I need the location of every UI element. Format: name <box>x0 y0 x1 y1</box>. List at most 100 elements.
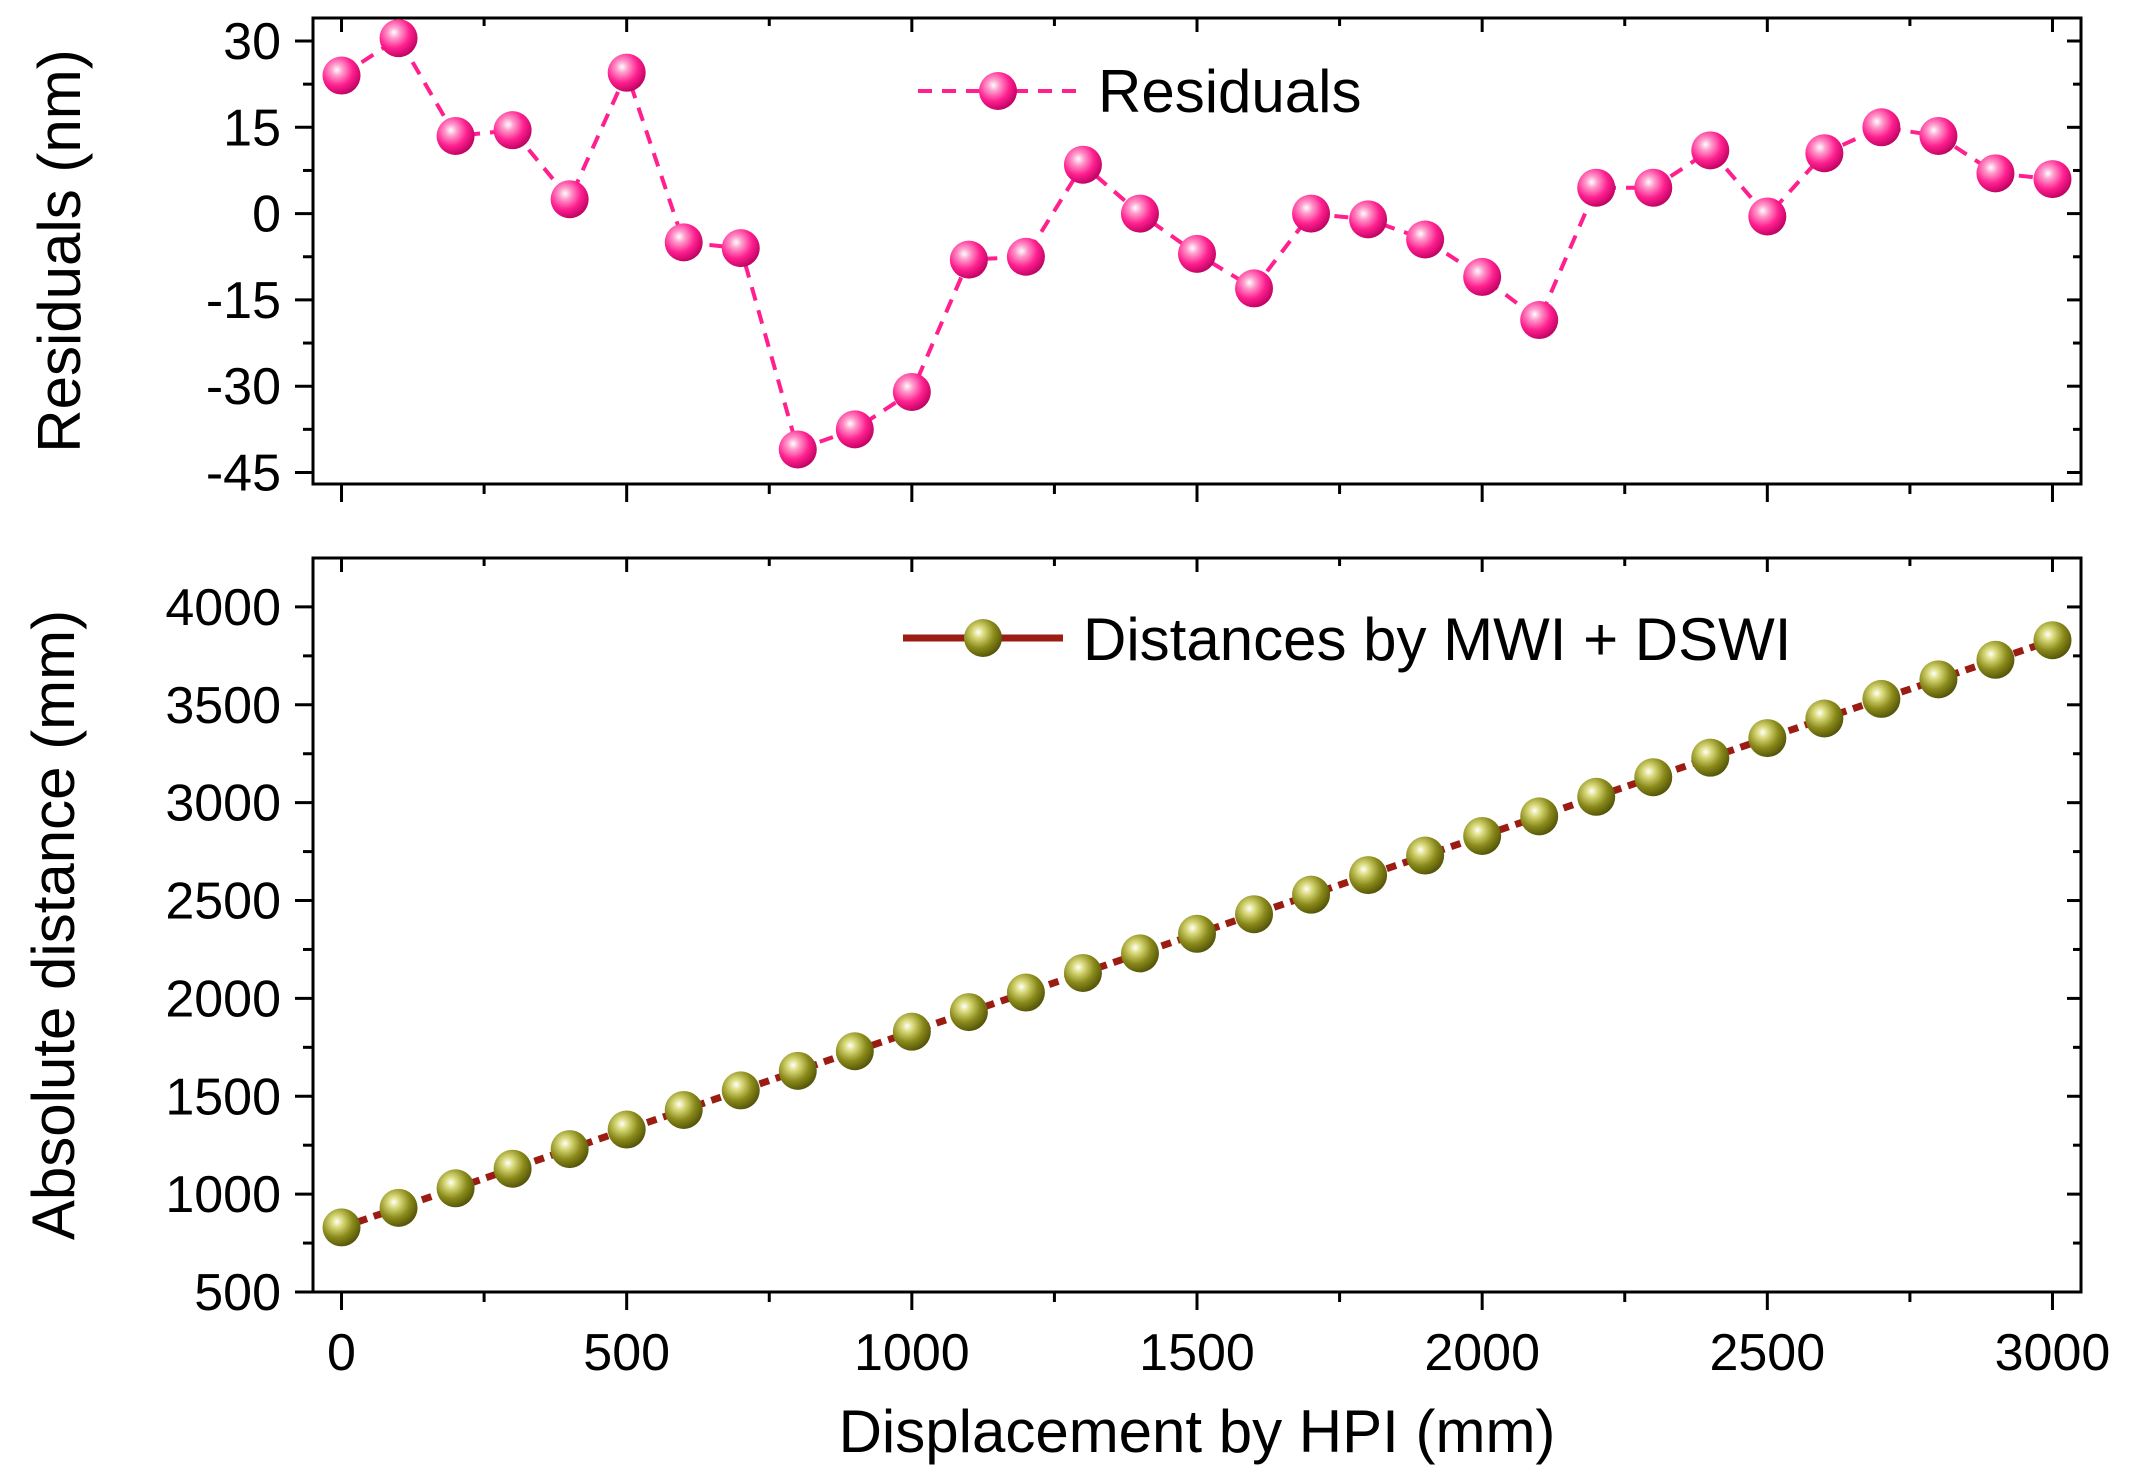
distance-y-tick-label: 500 <box>194 1264 281 1322</box>
distance-x-tick-label: 3000 <box>1995 1324 2111 1382</box>
residuals-point <box>607 53 646 92</box>
residuals-point <box>2033 160 2072 199</box>
residuals-point <box>1976 154 2015 193</box>
distance-point <box>1691 738 1730 777</box>
distance-point <box>1178 914 1216 953</box>
residuals-point <box>1691 131 1730 170</box>
distance-point <box>1120 934 1159 973</box>
distance-point <box>379 1188 418 1227</box>
residuals-point <box>1120 194 1159 233</box>
distance-panel: 500 1000 1500 2000 2500 3000 3500 4000 0 500 1000… <box>20 556 2110 1465</box>
residuals-point <box>664 223 703 262</box>
residuals-point <box>1006 237 1045 276</box>
residuals-legend: Residuals <box>918 58 1361 125</box>
residuals-y-axis-title: Residuals (nm) <box>26 49 93 452</box>
distance-legend-label: Distances by MWI + DSWI <box>1083 606 1791 673</box>
residuals-point <box>1919 116 1958 155</box>
residuals-point <box>1349 200 1388 239</box>
residuals-point <box>778 430 817 469</box>
distance-point <box>607 1110 646 1149</box>
distance-y-tick-label: 4000 <box>165 579 281 637</box>
distance-y-tick-label: 1500 <box>165 1068 281 1126</box>
residuals-point <box>1063 145 1102 184</box>
residuals-point <box>1634 168 1673 207</box>
distance-x-tick-label: 0 <box>327 1324 356 1382</box>
distance-y-tick-label: 1000 <box>165 1166 281 1224</box>
distance-point <box>1063 953 1102 992</box>
residuals-point <box>949 240 988 279</box>
distance-x-tick-label: 2500 <box>1709 1324 1825 1382</box>
distance-y-axis-title: Absolute distance (mm) <box>20 610 87 1240</box>
residuals-point <box>1406 220 1445 259</box>
residuals-point <box>1577 168 1616 207</box>
residuals-point <box>1520 301 1559 340</box>
distance-point <box>1235 895 1274 934</box>
distance-y-tick-label: 2000 <box>165 970 281 1028</box>
residuals-legend-label: Residuals <box>1098 58 1361 125</box>
x-axis-title: Displacement by HPI (mm) <box>839 1398 1556 1465</box>
distance-series-markers <box>322 621 2072 1247</box>
distance-point <box>1976 640 2015 679</box>
distance-point <box>1577 777 1616 816</box>
distance-point <box>322 1208 361 1247</box>
residuals-point <box>1748 197 1787 236</box>
distance-point <box>664 1090 703 1129</box>
residuals-point <box>892 372 931 411</box>
distance-point <box>1520 797 1559 836</box>
distance-point <box>835 1032 874 1071</box>
residuals-ticks <box>295 18 2081 502</box>
distance-point <box>550 1130 589 1169</box>
residuals-point <box>493 111 532 150</box>
residuals-point <box>1805 134 1844 173</box>
residuals-point <box>322 56 361 95</box>
distance-x-tick-label: 2000 <box>1424 1324 1540 1382</box>
residuals-point <box>721 229 760 268</box>
distance-point <box>1292 875 1331 914</box>
residuals-y-tick-labels: 30 15 0 -15 -30 -45 <box>206 13 281 502</box>
distance-y-tick-labels: 500 1000 1500 2000 2500 3000 3500 4000 <box>165 579 281 1322</box>
residuals-legend-marker <box>979 72 1017 110</box>
residuals-point <box>835 410 874 449</box>
residuals-point <box>379 19 418 58</box>
distance-point <box>493 1149 532 1188</box>
distance-point <box>1349 856 1388 895</box>
distance-point <box>1634 758 1673 797</box>
distance-point <box>1919 660 1958 699</box>
distance-point <box>778 1051 817 1090</box>
residuals-point <box>1292 194 1331 233</box>
residuals-y-tick-label: -30 <box>206 358 281 416</box>
distance-point <box>721 1071 760 1110</box>
distance-legend-marker <box>964 619 1002 657</box>
distance-point <box>436 1169 475 1208</box>
distance-point <box>1748 719 1787 758</box>
distance-point <box>1406 836 1445 875</box>
residuals-series-markers <box>322 19 2072 469</box>
distance-point <box>1805 699 1844 738</box>
residuals-point <box>1178 234 1216 273</box>
residuals-point <box>1235 269 1274 308</box>
distance-legend: Distances by MWI + DSWI <box>903 606 1791 673</box>
residuals-y-tick-label: -45 <box>206 444 281 502</box>
residuals-y-tick-label: 15 <box>223 99 281 157</box>
distance-point <box>2033 621 2072 660</box>
distance-x-tick-label: 500 <box>583 1324 670 1382</box>
distance-y-tick-label: 3000 <box>165 775 281 833</box>
distance-y-tick-label: 2500 <box>165 873 281 931</box>
distance-y-tick-label: 3500 <box>165 677 281 735</box>
distance-point <box>949 993 988 1032</box>
distance-x-tick-label: 1500 <box>1139 1324 1255 1382</box>
residuals-y-tick-label: 0 <box>252 186 281 244</box>
distance-point <box>892 1012 931 1051</box>
residuals-y-tick-label: 30 <box>223 13 281 71</box>
residuals-y-tick-label: -15 <box>206 272 281 330</box>
residuals-point <box>436 116 475 155</box>
distance-point <box>1862 679 1901 718</box>
distance-x-tick-label: 1000 <box>854 1324 970 1382</box>
residuals-point <box>1463 257 1502 296</box>
residuals-point <box>1862 108 1901 147</box>
distance-ticks <box>295 558 2081 1310</box>
residuals-panel: 30 15 0 -15 -30 -45 Residuals (nm) Residuals <box>26 13 2083 502</box>
distance-x-tick-labels: 0 500 1000 1500 2000 2500 3000 <box>327 1324 2110 1382</box>
distance-point <box>1463 816 1502 855</box>
